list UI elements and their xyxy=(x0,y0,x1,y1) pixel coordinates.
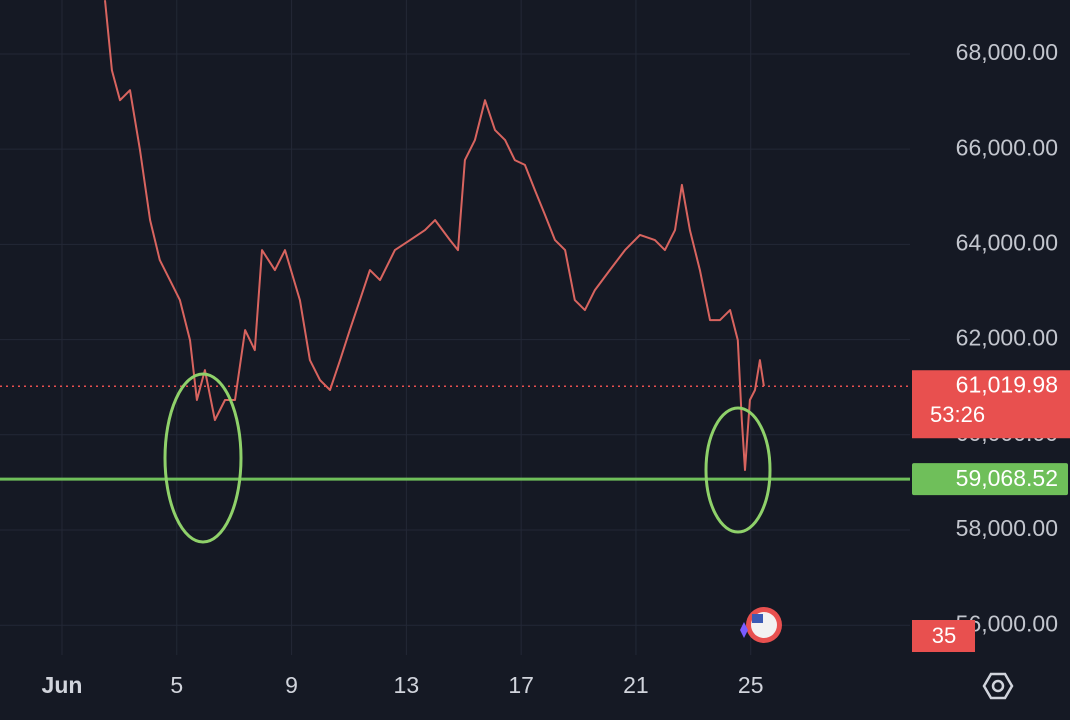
grid xyxy=(0,0,910,655)
x-tick-label: 5 xyxy=(170,672,183,698)
y-tick-label: 62,000.00 xyxy=(956,325,1058,351)
flag-icon xyxy=(740,607,782,643)
settings-icon[interactable] xyxy=(982,672,1014,700)
last-price-label: 61,019.98 xyxy=(956,371,1058,397)
x-tick-label: 25 xyxy=(738,672,764,698)
settings-dot[interactable] xyxy=(991,679,1005,693)
x-tick-label: 13 xyxy=(394,672,420,698)
last-price-badge xyxy=(912,370,1070,439)
support-label: 59,068.52 xyxy=(956,465,1058,491)
volume-label: 35 xyxy=(932,623,956,648)
price-line xyxy=(104,0,765,471)
highlight-circle xyxy=(704,406,772,534)
x-tick-label: 9 xyxy=(285,672,298,698)
x-tick-label: Jun xyxy=(42,672,83,698)
flag-canton xyxy=(752,614,763,623)
volume-badge xyxy=(912,620,975,652)
y-tick-label: 66,000.00 xyxy=(956,134,1058,160)
countdown: 53:26 xyxy=(930,402,985,427)
y-tick-label: 68,000.00 xyxy=(956,39,1058,65)
x-tick-label: 21 xyxy=(623,672,649,698)
support-badge xyxy=(912,463,1068,496)
x-tick-label: 17 xyxy=(508,672,534,698)
y-tick-label: 58,000.00 xyxy=(956,515,1058,541)
spark-icon xyxy=(740,622,748,638)
highlight-circle xyxy=(163,372,243,544)
plot xyxy=(0,0,910,481)
price-axis: 56,000.0058,000.0060,000.0062,000.0064,0… xyxy=(42,39,1070,698)
settings-hex[interactable] xyxy=(982,672,1014,700)
y-tick-label: 64,000.00 xyxy=(956,229,1058,255)
